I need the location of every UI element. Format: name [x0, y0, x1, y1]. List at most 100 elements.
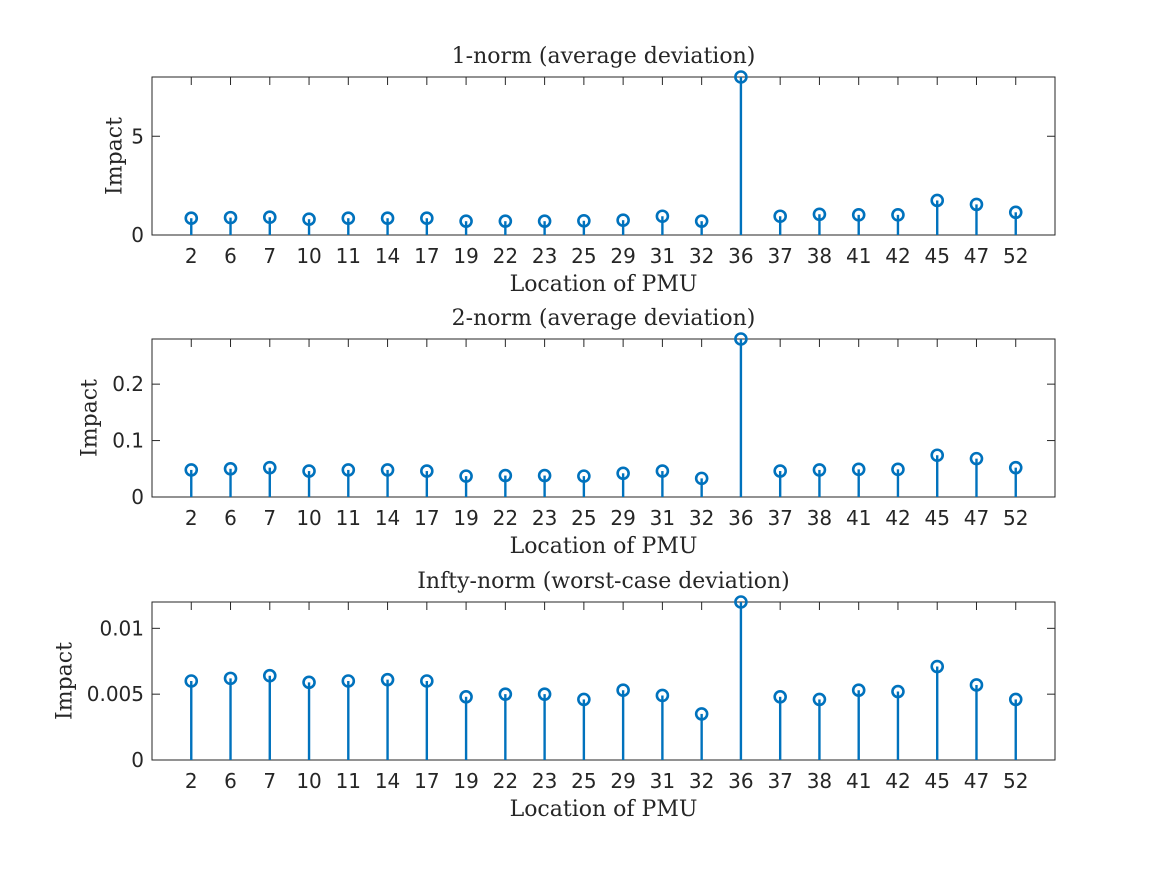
- x-tick-label: 17: [414, 769, 439, 793]
- x-tick-label: 47: [964, 506, 989, 530]
- stem-marker: [302, 212, 316, 226]
- x-tick-label: 37: [767, 506, 792, 530]
- y-tick-label: 0: [131, 748, 144, 772]
- stem-marker: [694, 707, 709, 721]
- x-tick-label: 22: [493, 506, 518, 530]
- stem-marker: [1008, 460, 1023, 475]
- stem-marker: [930, 659, 945, 674]
- stem-marker: [891, 684, 905, 699]
- x-tick-label: 25: [571, 506, 596, 530]
- x-tick-label: 36: [728, 506, 753, 530]
- x-tick-label: 22: [493, 769, 518, 793]
- x-tick-label: 37: [767, 244, 792, 268]
- stem-marker: [223, 210, 238, 225]
- x-tick-label: 37: [767, 769, 792, 793]
- subplot-3: 2 6 7 10 11 14 17 19 22 23 25 29 31 32 36 37 38 41 42 45 47 5…: [53, 569, 1056, 822]
- x-tick-label: 23: [532, 769, 557, 793]
- stem-marker: [891, 208, 905, 222]
- stem-marker: [341, 674, 356, 688]
- x-tick-label: 42: [885, 244, 910, 268]
- stem-marker: [223, 461, 238, 476]
- x-tick-label: 52: [1003, 769, 1028, 793]
- subplot-2: 2 6 7 10 11 14 17 19 22 23 25 29 31 32 36 37 38 41 42 45 47 5…: [78, 306, 1056, 559]
- y-tick-label: 0: [131, 223, 144, 247]
- x-tick-label: 52: [1003, 506, 1028, 530]
- x-tick-label: 31: [650, 769, 675, 793]
- stem-marker: [930, 193, 945, 208]
- x-tick-label: 19: [453, 506, 478, 530]
- stem-marker: [773, 689, 787, 704]
- stem-marker: [616, 213, 630, 227]
- stem-marker: [341, 463, 356, 477]
- x-tick-label: 52: [1003, 244, 1028, 268]
- stem-marker: [537, 468, 552, 483]
- x-tick-label: 38: [807, 769, 832, 793]
- x-tick-label: 45: [924, 769, 949, 793]
- x-tick-label: 19: [453, 244, 478, 268]
- x-tick-label: 14: [375, 506, 400, 530]
- x-tick-label: 11: [336, 244, 361, 268]
- stem-marker: [577, 692, 591, 707]
- stem-marker: [341, 211, 356, 226]
- stem-marker: [851, 462, 866, 477]
- y-axis-label: Impact: [103, 117, 128, 195]
- x-tick-label: 10: [296, 506, 321, 530]
- stem-marker: [420, 674, 434, 688]
- stem-marker: [302, 464, 316, 478]
- x-tick-label: 45: [924, 506, 949, 530]
- x-tick-label: 10: [296, 244, 321, 268]
- x-tick-label: 25: [571, 244, 596, 268]
- stem-marker: [302, 675, 316, 690]
- stem-marker: [262, 460, 277, 475]
- stem-marker: [734, 70, 748, 84]
- x-tick-label: 41: [846, 506, 871, 530]
- x-tick-label: 14: [375, 769, 400, 793]
- x-axis-label: Location of PMU: [510, 272, 698, 297]
- stem-marker: [498, 214, 513, 228]
- stem-marker: [969, 197, 984, 212]
- x-tick-label: 6: [224, 506, 237, 530]
- axes-box: [151, 76, 1056, 236]
- stem-marker: [773, 209, 787, 224]
- subplot-title: Infty-norm (worst-case deviation): [417, 569, 790, 594]
- stem-marker: [969, 678, 984, 692]
- stem-marker: [734, 595, 748, 609]
- subplot-1: 2 6 7 10 11 14 17 19 22 23 25 29 31 32 36 37 38 41 42 45 47 5…: [103, 44, 1056, 297]
- stem-marker: [616, 466, 630, 481]
- x-tick-label: 36: [728, 244, 753, 268]
- axes-box: [151, 338, 1056, 498]
- y-tick-label: 0.01: [99, 616, 144, 640]
- y-axis-label: Impact: [53, 642, 78, 720]
- y-axis-label: Impact: [78, 379, 103, 457]
- x-tick-label: 38: [807, 244, 832, 268]
- stem-marker: [537, 214, 552, 228]
- stem-marker: [812, 692, 827, 707]
- x-tick-label: 29: [610, 506, 635, 530]
- x-tick-label: 32: [689, 769, 714, 793]
- stem-marker: [184, 463, 199, 477]
- x-tick-label: 10: [296, 769, 321, 793]
- x-tick-label: 14: [375, 244, 400, 268]
- stem-marker: [420, 211, 434, 226]
- stem-marker: [891, 462, 905, 477]
- x-tick-label: 19: [453, 769, 478, 793]
- stem-marker: [812, 207, 827, 222]
- y-tick-label: 0.1: [112, 429, 144, 453]
- y-tick-label: 5: [131, 124, 144, 148]
- x-tick-label: 29: [610, 244, 635, 268]
- axes-box: [151, 601, 1056, 761]
- stem-marker: [1008, 205, 1023, 220]
- x-tick-label: 42: [885, 506, 910, 530]
- x-tick-label: 11: [336, 769, 361, 793]
- stem-marker: [734, 332, 748, 346]
- x-tick-label: 47: [964, 244, 989, 268]
- subplot-title: 1-norm (average deviation): [452, 44, 756, 69]
- stem-marker: [773, 464, 787, 478]
- stem-marker: [420, 464, 434, 478]
- x-tick-label: 7: [263, 506, 276, 530]
- stem-marker: [537, 687, 552, 701]
- stem-marker: [655, 688, 670, 703]
- stem-marker: [459, 689, 473, 704]
- x-tick-label: 25: [571, 769, 596, 793]
